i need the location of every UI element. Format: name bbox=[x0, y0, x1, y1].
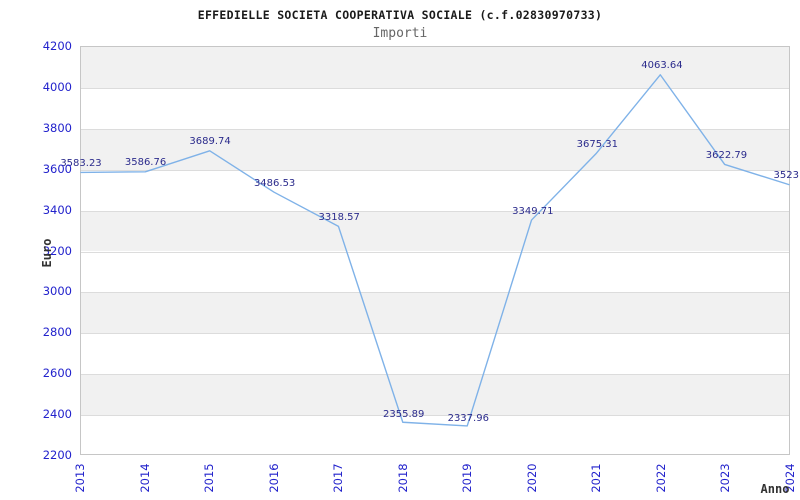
gridline bbox=[81, 251, 789, 253]
gridline bbox=[81, 128, 789, 130]
gridline bbox=[81, 415, 789, 417]
y-tick-label: 3600 bbox=[42, 161, 72, 176]
shaded-band bbox=[81, 128, 789, 170]
shaded-band bbox=[81, 210, 789, 252]
line-series bbox=[80, 74, 790, 427]
x-tick-label: 2018 bbox=[395, 463, 410, 493]
point-label: 2355.89 bbox=[383, 409, 425, 421]
y-tick-label: 3400 bbox=[42, 202, 72, 217]
chart-title: EFFEDIELLE SOCIETA COOPERATIVA SOCIALE (… bbox=[197, 8, 603, 22]
point-label: 3586.76 bbox=[124, 157, 167, 169]
point-label: 3523.5 bbox=[773, 170, 800, 182]
point-label: 2337.96 bbox=[447, 412, 489, 424]
point-label: 3583.23 bbox=[60, 158, 102, 170]
shaded-band bbox=[81, 47, 789, 88]
x-axis-label: Anno bbox=[760, 482, 790, 496]
y-tick-label: 4000 bbox=[42, 79, 72, 94]
x-tick-label: 2021 bbox=[589, 463, 604, 493]
gridline bbox=[81, 333, 789, 335]
point-label: 4063.64 bbox=[641, 59, 683, 71]
chart-subtitle: Importi bbox=[372, 26, 428, 41]
y-tick-label: 2200 bbox=[42, 448, 72, 462]
point-label: 3622.79 bbox=[705, 150, 748, 162]
gridline bbox=[81, 374, 789, 376]
y-tick-label: 4200 bbox=[42, 39, 72, 53]
importi-line bbox=[80, 74, 790, 427]
gridline bbox=[81, 169, 789, 171]
point-label: 3318.57 bbox=[318, 212, 360, 224]
point-label: 3486.53 bbox=[253, 177, 296, 189]
x-tick-label: 2014 bbox=[137, 463, 152, 493]
shaded-band bbox=[81, 292, 789, 334]
gridline bbox=[81, 292, 789, 294]
point-label: 3689.74 bbox=[189, 136, 231, 148]
y-tick-label: 2600 bbox=[42, 366, 72, 381]
y-tick-label: 2400 bbox=[42, 407, 72, 422]
x-tick-label: 2020 bbox=[524, 463, 539, 493]
x-tick-label: 2017 bbox=[331, 463, 346, 493]
x-tick-label: 2013 bbox=[73, 463, 87, 493]
shaded-band bbox=[81, 374, 789, 416]
gridline bbox=[81, 210, 789, 212]
x-tick-label: 2015 bbox=[202, 463, 217, 493]
x-tick-label: 2022 bbox=[653, 463, 668, 493]
gridline bbox=[81, 87, 789, 89]
plot-area: 3583.23 3586.76 3689.74 3486.53 3318.57 2355.… bbox=[60, 46, 800, 455]
point-label: 3349.71 bbox=[512, 205, 554, 217]
y-axis-label: Euro bbox=[40, 238, 54, 268]
y-tick-label: 3000 bbox=[42, 284, 72, 299]
y-tick-label: 3800 bbox=[42, 120, 72, 135]
x-tick-label: 2016 bbox=[266, 463, 281, 493]
point-label: 3675.31 bbox=[576, 139, 619, 151]
x-tick-label: 2023 bbox=[718, 463, 733, 493]
y-tick-label: 2800 bbox=[42, 325, 72, 340]
y-tick-label: 3200 bbox=[42, 243, 72, 258]
x-tick-label: 2019 bbox=[460, 463, 475, 493]
